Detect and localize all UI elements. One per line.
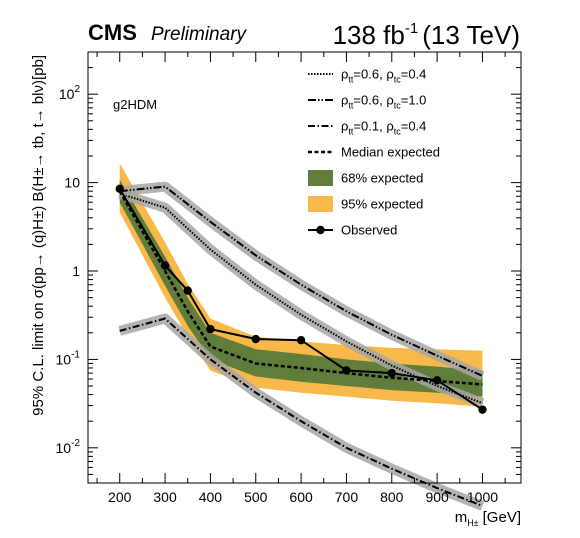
x-tick-label: 400 (199, 489, 223, 505)
legend-symbol-68 (308, 170, 333, 186)
legend-symbol-observed-marker (316, 225, 325, 235)
x-tick-label: 700 (335, 489, 359, 505)
y-tick-label: 102 (59, 84, 81, 102)
x-axis-subscript: H± (467, 518, 478, 528)
y-tick-label: 10 (64, 175, 80, 191)
x-axis-title: mH± [GeV] (455, 509, 521, 528)
y-tick-label: 10-2 (56, 438, 81, 456)
theory-line-r2 (119, 185, 483, 377)
y-axis-title: 95% C.L. limit on σ(pp→ (q)H±) B(H±→ tb,… (30, 55, 47, 416)
legend-label-median: Median expected (341, 145, 440, 160)
legend-label-r3: ρtt=0.1, ρtc=0.4 (341, 119, 426, 137)
energy-value: (13 TeV) (422, 20, 520, 50)
lumi-exponent: -1 (405, 20, 418, 37)
legend-entry-median: Median expected (308, 145, 440, 160)
legend-symbol-95 (308, 196, 333, 212)
legend-label-obs: Observed (341, 223, 397, 238)
x-tick-label: 200 (108, 489, 132, 505)
observed-point (160, 261, 170, 270)
observed-point (251, 334, 260, 344)
y-tick-label: 1 (72, 263, 80, 279)
legend-entry-r3: ρtt=0.1, ρtc=0.4 (308, 119, 426, 137)
theory-line-r1 (119, 192, 483, 405)
observed-point (342, 366, 351, 375)
observed-point (432, 376, 442, 385)
legend-entry-r2: ρtt=0.6, ρtc=1.0 (308, 93, 426, 111)
luminosity-label: 138 fb-1 (13 TeV) (333, 20, 520, 50)
x-axis-unit: [GeV] (483, 509, 521, 526)
expected-bands (119, 163, 483, 407)
x-tick-label: 300 (153, 489, 177, 505)
theory-curves (118, 181, 485, 511)
observed-point (206, 324, 215, 334)
y-tick-label: 10-1 (56, 349, 81, 367)
observed-point (387, 368, 396, 378)
observed-point (478, 405, 487, 414)
plot-frame (87, 51, 522, 484)
x-tick-label: 1000 (467, 489, 498, 505)
observed-line (118, 188, 484, 411)
observed-point (296, 335, 306, 345)
x-tick-label: 900 (425, 489, 449, 505)
limit-curves (115, 184, 487, 414)
axis-ticks (88, 51, 521, 484)
legend-label-b95: 95% expected (341, 197, 423, 212)
model-label: g2HDM (113, 97, 157, 112)
experiment-label: CMS (88, 20, 137, 45)
legend-label-r2: ρtt=0.6, ρtc=1.0 (341, 93, 426, 111)
legend-entry-obs: Observed (308, 223, 397, 238)
legend: ρtt=0.6, ρtc=0.4 ρtt=0.6, ρtc=1.0 ρtt=0.1,… (308, 67, 440, 238)
status-label: Preliminary (151, 24, 248, 45)
x-tick-label: 600 (289, 489, 313, 505)
legend-entry-r1: ρtt=0.6, ρtc=0.4 (308, 67, 426, 85)
legend-entry-b68: 68% expected (308, 170, 423, 186)
theory-line-r3 (119, 317, 483, 507)
observed-point (183, 286, 192, 295)
x-tick-label: 800 (380, 489, 404, 505)
observed-point (115, 184, 124, 194)
tick-labels: 200 300 400 500 600 700 800 900 1000 10-2 10-1 1 10 1… (56, 84, 499, 505)
band-68-expected (119, 179, 483, 397)
legend-label-r1: ρtt=0.6, ρtc=0.4 (341, 67, 426, 85)
x-tick-label: 500 (244, 489, 268, 505)
lumi-value: 138 fb (333, 20, 405, 50)
legend-entry-b95: 95% expected (308, 196, 423, 212)
x-axis-symbol: m (455, 509, 468, 526)
legend-label-b68: 68% expected (341, 171, 423, 186)
